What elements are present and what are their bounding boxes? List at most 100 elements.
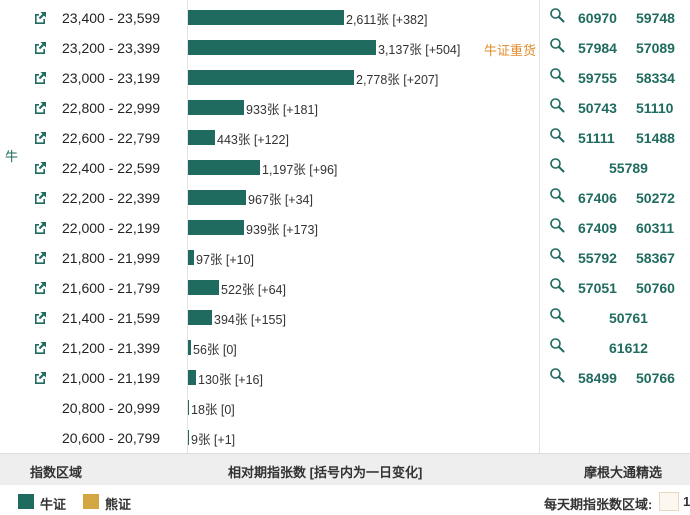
contracts-bar [188, 70, 354, 85]
warrant-code-link[interactable]: 50761 [609, 310, 648, 326]
search-icon[interactable] [549, 247, 565, 263]
warrant-code-link[interactable]: 50766 [636, 370, 675, 386]
daily-contracts-label: 每天期指张数区域: [544, 497, 653, 512]
contracts-bar [188, 280, 219, 295]
column-divider-left [187, 0, 188, 453]
table-header-bar: 指数区域 相对期指张数 [括号内为一日变化] 摩根大通精选 [0, 453, 690, 485]
index-range-label: 22,000 - 22,199 [62, 220, 161, 236]
table-row: 21,000 - 21,199 130张 [+16] 58499 50766 [0, 363, 690, 393]
table-row: 20,800 - 20,999 18张 [0] [0, 393, 690, 423]
index-range-label: 23,400 - 23,599 [62, 10, 161, 26]
external-link-icon[interactable] [33, 131, 47, 145]
contracts-bar [188, 310, 212, 325]
warrant-code-link[interactable]: 57984 [578, 40, 617, 56]
contracts-bar [188, 40, 376, 55]
contracts-bar [188, 190, 246, 205]
bull-side-label: 牛 [5, 149, 19, 164]
contracts-bar [188, 220, 244, 235]
warrant-code-link[interactable]: 57089 [636, 40, 675, 56]
warrant-code-link[interactable]: 60311 [636, 220, 675, 236]
external-link-icon[interactable] [33, 251, 47, 265]
contracts-bar [188, 430, 189, 445]
contracts-value-label: 394张 [+155] [214, 313, 286, 327]
external-link-icon[interactable] [33, 11, 47, 25]
index-range-label: 22,400 - 22,599 [62, 160, 161, 176]
warrant-code-link[interactable]: 50272 [636, 190, 675, 206]
contracts-value-label: 522张 [+64] [221, 283, 286, 297]
daily-contracts-input[interactable] [659, 492, 679, 511]
table-row: 22,600 - 22,799 443张 [+122] 51111 51488 [0, 123, 690, 153]
contracts-value-label: 130张 [+16] [198, 373, 263, 387]
contracts-value-label: 2,611张 [+382] [346, 13, 428, 27]
search-icon[interactable] [549, 187, 565, 203]
search-icon[interactable] [549, 217, 565, 233]
index-range-label: 20,600 - 20,799 [62, 430, 161, 446]
search-icon[interactable] [549, 337, 565, 353]
external-link-icon[interactable] [33, 71, 47, 85]
search-icon[interactable] [549, 7, 565, 23]
contracts-bar [188, 130, 215, 145]
header-index-range: 指数区域 [30, 465, 83, 480]
warrant-code-link[interactable]: 67406 [578, 190, 617, 206]
external-link-icon[interactable] [33, 341, 47, 355]
warrant-code-link[interactable]: 55789 [609, 160, 648, 176]
contracts-bar [188, 370, 196, 385]
index-range-label: 21,200 - 21,399 [62, 340, 161, 356]
search-icon[interactable] [549, 367, 565, 383]
contracts-bar [188, 10, 344, 25]
table-row: 21,800 - 21,999 97张 [+10] 55792 58367 [0, 243, 690, 273]
contracts-value-label: 1,197张 [+96] [262, 163, 338, 177]
search-icon[interactable] [549, 97, 565, 113]
external-link-icon[interactable] [33, 371, 47, 385]
warrant-code-link[interactable]: 51110 [636, 100, 674, 116]
index-range-label: 22,600 - 22,799 [62, 130, 161, 146]
index-range-label: 21,400 - 21,599 [62, 310, 161, 326]
warrant-code-link[interactable]: 61612 [609, 340, 648, 356]
external-link-icon[interactable] [33, 41, 47, 55]
external-link-icon[interactable] [33, 161, 47, 175]
contracts-value-label: 939张 [+173] [246, 223, 318, 237]
heavy-bull-tag: 牛证重货 [484, 43, 537, 58]
search-icon[interactable] [549, 37, 565, 53]
index-range-label: 23,000 - 23,199 [62, 70, 161, 86]
warrant-code-link[interactable]: 58499 [578, 370, 617, 386]
warrant-code-link[interactable]: 57051 [578, 280, 617, 296]
external-link-icon[interactable] [33, 311, 47, 325]
bull-swatch [18, 494, 34, 509]
external-link-icon[interactable] [33, 191, 47, 205]
warrant-code-link[interactable]: 51488 [636, 130, 675, 146]
contracts-value-label: 56张 [0] [193, 343, 237, 357]
table-row: 23,200 - 23,399 3,137张 [+504] 牛证重货 57984 570… [0, 33, 690, 63]
contracts-value-label: 443张 [+122] [217, 133, 289, 147]
contracts-value-label: 97张 [+10] [196, 253, 255, 267]
table-row: 21,200 - 21,399 56张 [0] 61612 [0, 333, 690, 363]
table-row: 23,400 - 23,599 2,611张 [+382] 60970 59748 [0, 3, 690, 33]
warrant-code-link[interactable]: 51111 [578, 130, 615, 146]
index-range-label: 21,000 - 21,199 [62, 370, 161, 386]
index-range-label: 20,800 - 20,999 [62, 400, 161, 416]
warrant-code-link[interactable]: 50743 [578, 100, 617, 116]
warrant-code-link[interactable]: 59755 [578, 70, 617, 86]
column-divider-right [539, 0, 540, 453]
search-icon[interactable] [549, 307, 565, 323]
external-link-icon[interactable] [33, 281, 47, 295]
contracts-value-label: 3,137张 [+504] [378, 43, 461, 57]
index-range-label: 21,800 - 21,999 [62, 250, 161, 266]
search-icon[interactable] [549, 277, 565, 293]
warrant-code-link[interactable]: 58367 [636, 250, 675, 266]
table-row: 21,400 - 21,599 394张 [+155] 50761 [0, 303, 690, 333]
search-icon[interactable] [549, 157, 565, 173]
warrant-code-link[interactable]: 59748 [636, 10, 675, 26]
contracts-value-label: 933张 [+181] [246, 103, 318, 117]
search-icon[interactable] [549, 127, 565, 143]
external-link-icon[interactable] [33, 221, 47, 235]
warrant-code-link[interactable]: 60970 [578, 10, 617, 26]
warrant-code-link[interactable]: 58334 [636, 70, 675, 86]
table-row: 22,400 - 22,599 1,197张 [+96] 55789 [0, 153, 690, 183]
warrant-code-link[interactable]: 67409 [578, 220, 617, 236]
external-link-icon[interactable] [33, 101, 47, 115]
warrant-code-link[interactable]: 55792 [578, 250, 617, 266]
contracts-bar [188, 250, 194, 265]
warrant-code-link[interactable]: 50760 [636, 280, 675, 296]
search-icon[interactable] [549, 67, 565, 83]
